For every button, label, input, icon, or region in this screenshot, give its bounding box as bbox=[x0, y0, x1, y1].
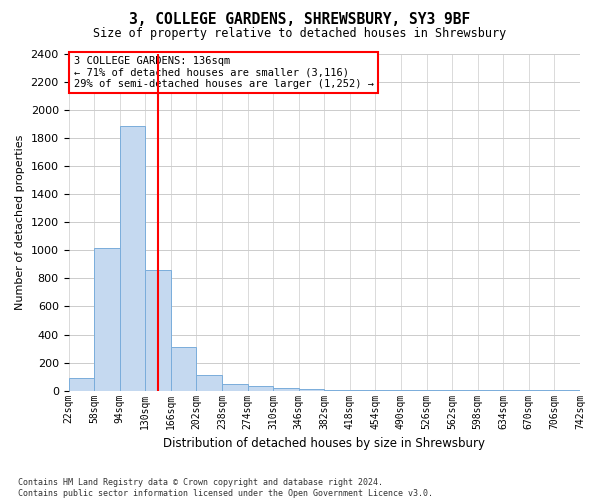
Bar bbox=[145, 270, 171, 390]
X-axis label: Distribution of detached houses by size in Shrewsbury: Distribution of detached houses by size … bbox=[163, 437, 485, 450]
Bar bbox=[119, 126, 145, 390]
Text: Size of property relative to detached houses in Shrewsbury: Size of property relative to detached ho… bbox=[94, 28, 506, 40]
Bar bbox=[222, 384, 248, 390]
Bar bbox=[196, 374, 222, 390]
Bar bbox=[68, 378, 94, 390]
Text: 3, COLLEGE GARDENS, SHREWSBURY, SY3 9BF: 3, COLLEGE GARDENS, SHREWSBURY, SY3 9BF bbox=[130, 12, 470, 28]
Text: Contains HM Land Registry data © Crown copyright and database right 2024.
Contai: Contains HM Land Registry data © Crown c… bbox=[18, 478, 433, 498]
Bar bbox=[299, 389, 324, 390]
Bar bbox=[273, 388, 299, 390]
Bar bbox=[94, 248, 119, 390]
Bar bbox=[171, 347, 196, 391]
Bar bbox=[248, 386, 273, 390]
Text: 3 COLLEGE GARDENS: 136sqm
← 71% of detached houses are smaller (3,116)
29% of se: 3 COLLEGE GARDENS: 136sqm ← 71% of detac… bbox=[74, 56, 374, 89]
Y-axis label: Number of detached properties: Number of detached properties bbox=[15, 134, 25, 310]
